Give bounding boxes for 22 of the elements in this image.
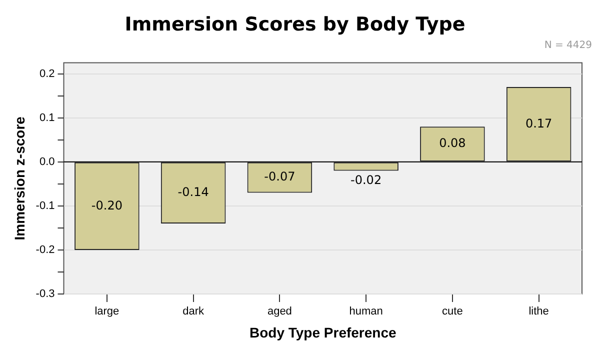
chart-title: Immersion Scores by Body Type: [124, 13, 466, 36]
y-tick-label: 0.2: [39, 68, 55, 80]
x-tick-label: aged: [267, 306, 292, 318]
data-label: -0.14: [178, 185, 209, 200]
y-tick-label: -0.2: [36, 244, 55, 256]
x-axis-title: Body Type Preference: [249, 324, 396, 340]
y-tick-label: -0.3: [36, 288, 55, 300]
data-label: -0.07: [264, 170, 296, 184]
text: N = 4429: [544, 40, 592, 51]
x-tick-label: dark: [182, 306, 205, 318]
x-tick-label: large: [94, 306, 120, 318]
data-label: -0.20: [91, 198, 122, 212]
x-tick-label: cute: [442, 306, 463, 318]
x-tick-label: lithe: [528, 306, 549, 318]
y-tick-label: 0.1: [39, 112, 55, 124]
x-tick-label: human: [349, 306, 383, 318]
y-tick-label: -0.1: [36, 200, 55, 212]
data-label: -0.02: [350, 172, 382, 187]
y-axis-title: Immersion z-score: [11, 116, 28, 240]
y-tick-label: 0.0: [39, 156, 55, 168]
data-label: 0.08: [439, 136, 466, 150]
data-label: 0.17: [525, 116, 552, 130]
